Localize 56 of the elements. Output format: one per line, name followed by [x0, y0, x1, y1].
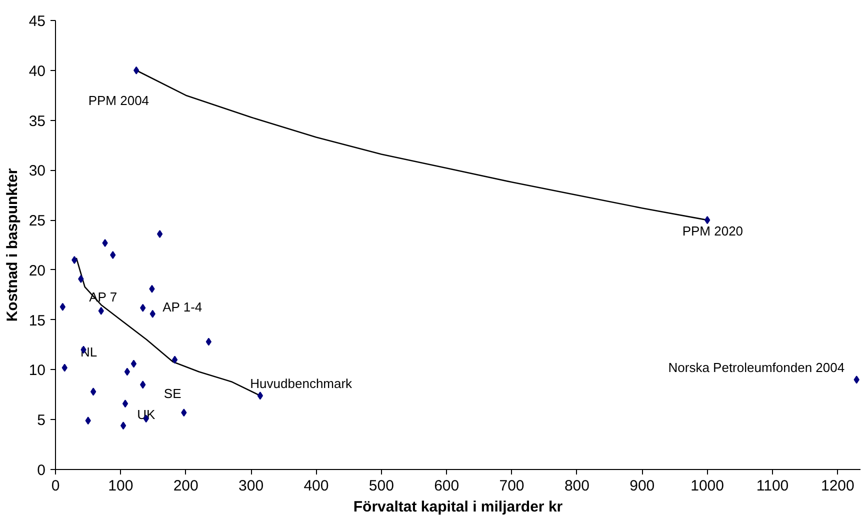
y-tick-label: 25	[28, 212, 46, 230]
y-tick-label: 30	[28, 162, 46, 180]
y-axis-title: Kostnad i baspunkter	[4, 168, 21, 322]
point	[120, 422, 126, 430]
point	[133, 66, 140, 74]
point	[72, 256, 78, 264]
point	[172, 356, 178, 364]
annotation: Huvudbenchmark	[250, 376, 353, 392]
annotation: PPM 2004	[88, 92, 150, 108]
point	[181, 408, 187, 417]
x-tick-label: 500	[368, 478, 394, 494]
y-tick-label: 45	[28, 13, 46, 30]
y-tick-label: 10	[28, 362, 46, 380]
x-tick-label: 200	[173, 478, 198, 494]
point	[150, 310, 156, 318]
point	[130, 360, 137, 368]
annotation: SE	[164, 386, 182, 402]
point	[98, 306, 104, 315]
x-tick-label: 1000	[690, 478, 724, 494]
x-tick-label: 800	[564, 478, 590, 494]
point	[257, 392, 264, 400]
point	[122, 400, 128, 408]
point	[78, 274, 84, 283]
point	[206, 338, 212, 346]
point	[102, 239, 108, 248]
point	[60, 302, 66, 311]
point	[90, 388, 96, 396]
x-tick-label: 300	[238, 478, 264, 494]
y-tick-label: 40	[28, 62, 46, 80]
annotation: AP 1-4	[162, 299, 202, 314]
point	[149, 284, 155, 293]
x-tick-label: 0	[51, 478, 60, 494]
point	[140, 380, 146, 389]
point	[854, 376, 860, 384]
x-axis-title: Förvaltat kapital i miljarder kr	[353, 498, 563, 516]
x-tick-label: 400	[304, 478, 329, 494]
annotation: Norska Petroleumfonden 2004	[668, 360, 845, 376]
x-tick-label: 1200	[821, 478, 854, 494]
x-tick-label: 100	[108, 478, 134, 494]
point	[124, 368, 130, 376]
annotation: PPM 2020	[682, 224, 744, 239]
point	[704, 216, 710, 224]
point	[110, 250, 116, 259]
y-tick-label: 35	[28, 112, 46, 130]
point	[85, 416, 91, 425]
y-tick-label: 15	[28, 312, 46, 330]
y-tick-label: 20	[28, 262, 46, 280]
point	[62, 364, 68, 372]
y-tick-label: 0	[37, 462, 46, 479]
y-tick-label: 5	[37, 412, 46, 430]
point	[140, 304, 146, 312]
x-tick-label: 900	[630, 478, 655, 494]
x-tick-label: 700	[499, 478, 524, 494]
point	[156, 230, 163, 238]
x-tick-label: 1100	[756, 478, 789, 494]
x-tick-label: 600	[434, 478, 460, 494]
